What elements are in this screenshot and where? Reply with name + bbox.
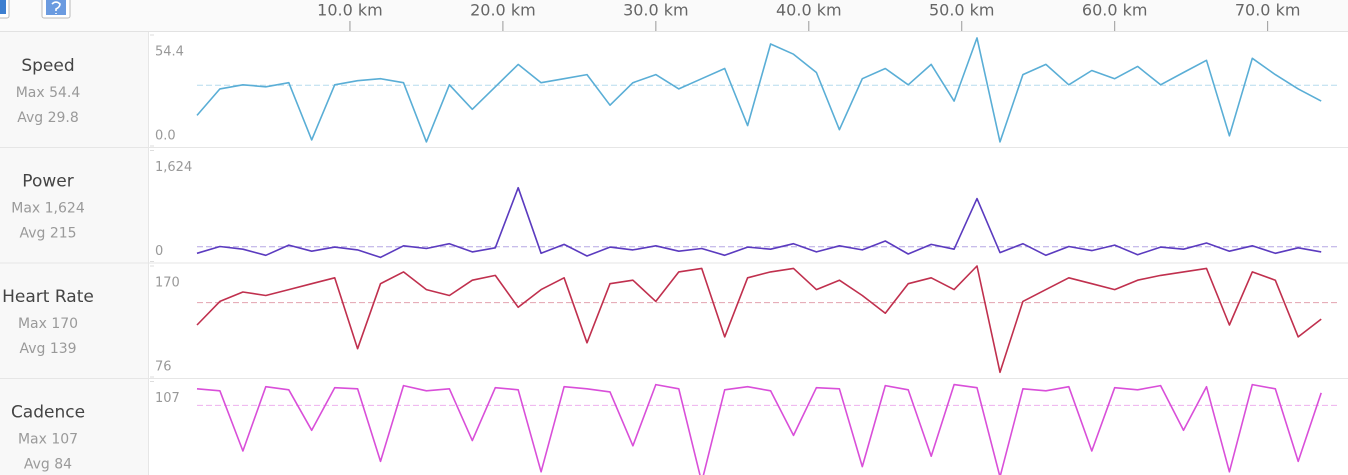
help-icon bbox=[46, 0, 66, 15]
help-glyph bbox=[51, 1, 61, 14]
avg-label: Avg 215 bbox=[19, 226, 76, 242]
y-tick-label: 76 bbox=[155, 360, 172, 375]
max-label: Max 170 bbox=[18, 316, 78, 332]
icon bbox=[0, 0, 6, 14]
data-line bbox=[196, 265, 1322, 374]
y-tick-label: 0 bbox=[155, 244, 163, 259]
x-tick-label: 70.0 km bbox=[1235, 1, 1301, 20]
panel-title: Power bbox=[22, 172, 73, 192]
side-panel bbox=[0, 32, 148, 475]
x-tick-label: 20.0 km bbox=[470, 1, 536, 20]
avg-label: Avg 29.8 bbox=[17, 110, 79, 126]
data-line bbox=[196, 383, 1322, 475]
max-label: Max 1,624 bbox=[11, 201, 85, 217]
header bbox=[0, 0, 1348, 32]
panel-title: Cadence bbox=[11, 403, 85, 423]
x-tick-label: 50.0 km bbox=[929, 1, 995, 20]
x-tick-label: 40.0 km bbox=[776, 1, 842, 20]
y-tick-label: 1,624 bbox=[155, 160, 192, 175]
y-tick-label: 107 bbox=[155, 391, 180, 406]
y-tick-label: 170 bbox=[155, 276, 180, 291]
x-tick-label: 30.0 km bbox=[623, 1, 689, 20]
avg-label: Avg 139 bbox=[19, 341, 76, 357]
panel-title: Heart Rate bbox=[2, 287, 94, 307]
avg-label: Avg 84 bbox=[24, 457, 72, 473]
max-label: Max 54.4 bbox=[16, 85, 81, 101]
y-tick-label: 0.0 bbox=[155, 129, 176, 144]
data-line bbox=[196, 186, 1322, 259]
max-label: Max 107 bbox=[18, 432, 78, 448]
x-tick-label: 10.0 km bbox=[317, 1, 383, 20]
y-tick-label: 54.4 bbox=[155, 45, 184, 60]
panel-title: Speed bbox=[21, 56, 74, 76]
data-line bbox=[196, 37, 1322, 143]
x-tick-label: 60.0 km bbox=[1082, 1, 1148, 20]
